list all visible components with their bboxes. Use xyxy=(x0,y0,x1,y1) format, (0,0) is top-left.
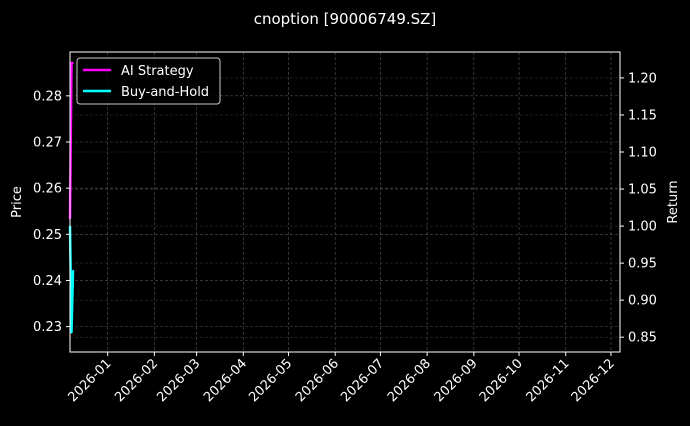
y-right-tick-label: 1.15 xyxy=(628,108,657,123)
plot-frame xyxy=(69,51,621,353)
y-axis-label: Price xyxy=(10,186,25,218)
x-tick-label: 2026-06 xyxy=(293,356,342,405)
x-tick-label: 2026-09 xyxy=(432,356,481,405)
chart-title: cnoption [90006749.SZ] xyxy=(254,10,437,28)
x-tick-label: 2026-11 xyxy=(524,356,573,405)
y-right-tick-label: 1.05 xyxy=(628,183,657,198)
y-tick-label: 0.23 xyxy=(33,320,62,335)
y-tick-label: 0.25 xyxy=(33,228,62,243)
y-tick-label: 0.27 xyxy=(33,136,62,151)
legend: AI Strategy Buy-and-Hold xyxy=(76,57,221,105)
x-tick-label: 2026-07 xyxy=(338,356,387,405)
grid xyxy=(70,52,620,352)
y-tick-label: 0.26 xyxy=(33,182,62,197)
y-right-tick-label: 0.85 xyxy=(628,331,657,346)
y-tick-label: 0.28 xyxy=(33,89,62,104)
legend-label-ai-strategy: AI Strategy xyxy=(121,64,194,79)
y-right-tick-label: 1.20 xyxy=(628,71,657,86)
x-tick-label: 2026-12 xyxy=(569,356,618,405)
y-right-tick-label: 0.90 xyxy=(628,294,657,309)
x-tick-label: 2026-05 xyxy=(246,356,295,405)
data-point xyxy=(72,269,74,272)
y-axis-label-right: Return xyxy=(666,180,681,223)
x-tick-label: 2026-08 xyxy=(385,356,434,405)
x-tick-label: 2026-04 xyxy=(201,356,250,405)
y-right-tick-label: 0.95 xyxy=(628,257,657,272)
data-point xyxy=(70,331,73,334)
y-right-tick-label: 1.10 xyxy=(628,146,657,161)
y-right-tick-label: 1.00 xyxy=(628,220,657,235)
x-tick-label: 2026-03 xyxy=(154,356,203,405)
x-tick-label: 2026-01 xyxy=(65,356,114,405)
data-point xyxy=(72,62,74,64)
axes: 2026-012026-022026-032026-042026-052026-… xyxy=(33,71,657,405)
x-tick-label: 2026-10 xyxy=(477,356,526,405)
x-tick-label: 2026-02 xyxy=(112,356,161,405)
y-tick-label: 0.24 xyxy=(33,274,62,289)
legend-label-buy-and-hold: Buy-and-Hold xyxy=(121,85,209,100)
data-point xyxy=(70,62,73,64)
